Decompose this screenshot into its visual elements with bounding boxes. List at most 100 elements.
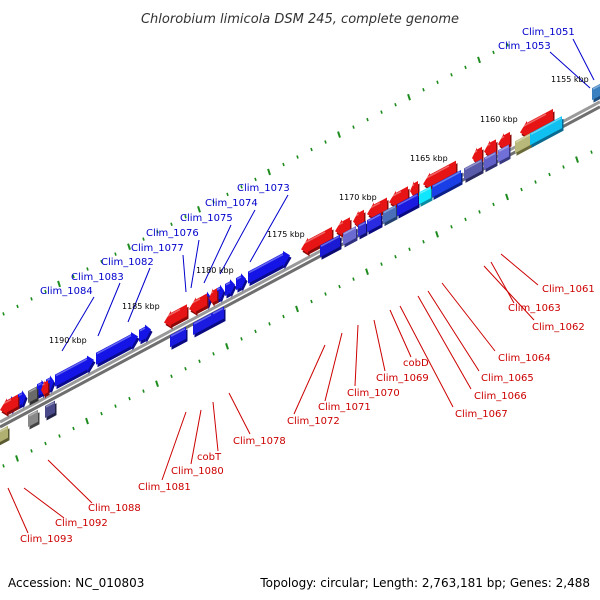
- lower-tick: [170, 374, 173, 378]
- accession-info: Accession: NC_010803: [8, 576, 145, 590]
- reverse-gene: [189, 293, 209, 316]
- gene-block: [28, 386, 39, 406]
- gene-block: [0, 425, 10, 446]
- leader-line: [324, 332, 343, 402]
- lower-tick: [505, 193, 509, 201]
- lower-tick: [520, 187, 523, 192]
- lower-tick: [422, 240, 425, 244]
- gene-highlight: [389, 190, 402, 199]
- lower-tick: [282, 314, 285, 319]
- gene-body: [335, 217, 350, 236]
- gene-block: [320, 234, 342, 260]
- topology-value: circular: [320, 576, 365, 590]
- lower-tick: [198, 359, 201, 364]
- kbp-tick: [226, 192, 229, 197]
- gene-block: [367, 212, 383, 235]
- gene-block: [498, 144, 511, 165]
- forward-gene: [18, 390, 28, 409]
- lower-tick: [128, 396, 131, 401]
- kbp-label: 1165 kbp: [410, 154, 448, 163]
- reverse-gene: [164, 304, 189, 330]
- gene-body: [41, 380, 48, 397]
- leader-line: [61, 296, 95, 352]
- kbp-tick: [142, 237, 145, 241]
- gene-highlight: [353, 213, 359, 218]
- forward-gene: [248, 250, 292, 287]
- gene-body: [139, 324, 151, 342]
- gene-label: Clim_1061: [542, 284, 595, 295]
- gene-highlight: [530, 117, 562, 135]
- kbp-label: 1190 kbp: [49, 336, 87, 345]
- lower-tick: [72, 426, 75, 431]
- gene-highlight: [464, 160, 482, 171]
- leader-line: [483, 265, 535, 321]
- gene-body: [515, 132, 532, 154]
- gene-label: Clim_1066: [474, 391, 527, 402]
- reverse-gene: [0, 394, 20, 417]
- lower-tick: [324, 292, 327, 296]
- kbp-tick: [380, 110, 383, 114]
- lower-tick: [352, 277, 355, 281]
- kbp-tick: [506, 43, 509, 47]
- lower-tick: [240, 337, 243, 341]
- gene-body: [18, 390, 26, 407]
- lower-tick: [590, 150, 593, 154]
- gene-label: Clim_1063: [508, 303, 561, 314]
- kbp-tick: [30, 297, 33, 301]
- gene-body: [212, 306, 224, 325]
- lower-tick: [310, 299, 313, 304]
- gene-body: [410, 180, 418, 198]
- lower-tick: [2, 464, 5, 468]
- gene-highlight: [236, 276, 242, 280]
- leader-line-layer: [7, 38, 595, 534]
- gene-body: [472, 146, 482, 164]
- gene-highlight: [367, 214, 381, 222]
- kbp-tick: [86, 267, 89, 271]
- gene-body: [193, 312, 212, 336]
- gene-highlight: [45, 402, 55, 408]
- gene-highlight: [520, 113, 547, 129]
- lower-tick: [534, 180, 537, 184]
- lower-tick: [562, 165, 565, 169]
- gene-highlight: [397, 194, 418, 206]
- kbp-tick: [72, 274, 75, 279]
- reverse-gene: [301, 226, 334, 257]
- gene-body: [96, 332, 138, 365]
- gene-highlight: [55, 358, 88, 377]
- gene-highlight: [248, 253, 284, 274]
- lower-tick: [492, 202, 495, 207]
- gene-body: [353, 209, 364, 227]
- gene-label: Clim_1078: [233, 436, 286, 447]
- kbp-tick: [114, 252, 117, 256]
- kbp-tick: [296, 155, 299, 159]
- kbp-tick: [366, 117, 369, 122]
- gene-body: [343, 226, 356, 245]
- gene-highlight: [212, 307, 224, 315]
- leader-line: [190, 409, 202, 465]
- kbp-label-layer: 1155 kbp 1160 kbp 1165 kbp 1170 kbp 1175 kbp…: [49, 75, 589, 345]
- gene-block: [419, 186, 433, 207]
- gene-highlight: [0, 427, 8, 433]
- kbp-tick: [184, 215, 187, 219]
- gene-body: [0, 394, 18, 415]
- kbp-tick: [394, 102, 397, 107]
- gene-label: Clim_1071: [318, 402, 371, 413]
- gene-highlight: [41, 383, 45, 386]
- lower-tick: [212, 352, 215, 356]
- gene-highlight: [343, 227, 356, 235]
- gene-highlight: [335, 221, 344, 227]
- leader-line: [490, 261, 515, 304]
- kbp-tick: [100, 259, 103, 264]
- gene-highlight: [139, 327, 146, 332]
- lower-tick: [365, 268, 369, 275]
- forward-gene: [96, 332, 140, 368]
- gene-body: [389, 186, 408, 207]
- leader-line: [427, 290, 480, 372]
- reverse-gene: [367, 197, 389, 221]
- kbp-tick: [337, 131, 341, 138]
- kbp-tick: [57, 280, 61, 288]
- gene-label: Clim_1073: [237, 183, 290, 194]
- leader-line: [228, 392, 251, 435]
- kbp-tick: [240, 185, 243, 189]
